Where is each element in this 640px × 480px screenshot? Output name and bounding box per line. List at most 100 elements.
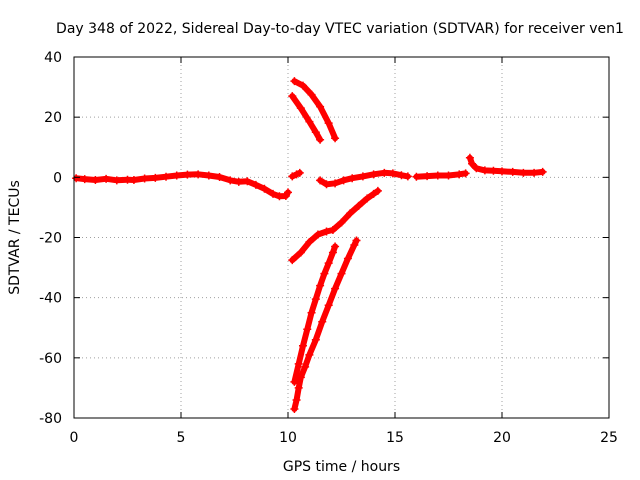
data-point: [129, 176, 138, 185]
data-point: [328, 248, 337, 257]
data-point: [307, 90, 316, 99]
data-point: [296, 104, 305, 113]
data-point: [480, 166, 489, 175]
data-point: [538, 167, 547, 176]
data-point: [320, 269, 329, 278]
data-point: [461, 169, 470, 178]
data-point: [183, 170, 192, 179]
data-point: [251, 180, 260, 189]
data-point: [288, 256, 297, 265]
data-point: [339, 176, 348, 185]
data-point: [311, 335, 320, 344]
data-point: [269, 189, 278, 198]
data-point: [194, 170, 203, 179]
data-point: [307, 308, 316, 317]
x-axis-label: GPS time / hours: [283, 459, 400, 475]
data-point: [91, 176, 100, 185]
x-tick-label: 10: [279, 430, 297, 446]
data-point: [316, 176, 325, 185]
data-point: [337, 218, 346, 227]
x-tick-label: 25: [600, 430, 618, 446]
data-point: [303, 325, 312, 334]
data-layer: [72, 77, 547, 413]
data-point: [324, 301, 333, 310]
data-point: [322, 180, 331, 189]
data-point: [288, 172, 297, 181]
x-tick-label: 5: [177, 430, 186, 446]
data-point: [373, 186, 382, 195]
data-trace-6: [466, 154, 546, 176]
data-point: [204, 171, 213, 180]
data-point: [508, 167, 517, 176]
data-point: [444, 171, 453, 180]
data-point: [316, 135, 325, 144]
data-point: [290, 77, 299, 86]
axis-ticks: 0 5 10 15 20 25 -80 -60 -40 -20 0 20 40: [39, 50, 618, 446]
data-point: [316, 281, 325, 290]
data-point: [288, 92, 297, 101]
data-point: [468, 159, 477, 168]
data-point: [305, 350, 314, 359]
data-point: [112, 176, 121, 185]
y-tick-label: -80: [39, 411, 62, 427]
data-point: [322, 227, 331, 236]
data-point: [343, 254, 352, 263]
data-point: [295, 168, 304, 177]
data-point: [337, 269, 346, 278]
data-point: [294, 383, 303, 392]
data-point: [311, 295, 320, 304]
data-point: [316, 102, 325, 111]
data-point: [489, 166, 498, 175]
data-point: [290, 404, 299, 413]
y-tick-label: -20: [39, 231, 62, 247]
data-point: [403, 172, 412, 181]
data-point: [354, 201, 363, 210]
data-point: [296, 373, 305, 382]
y-tick-label: 0: [53, 170, 62, 186]
data-point: [215, 173, 224, 182]
data-point: [324, 119, 333, 128]
data-point: [328, 225, 337, 234]
data-point: [324, 259, 333, 268]
data-point: [369, 170, 378, 179]
data-point: [388, 169, 397, 178]
data-point: [331, 284, 340, 293]
data-point: [433, 171, 442, 180]
data-point: [331, 134, 340, 143]
data-point: [380, 168, 389, 177]
y-axis-label: SDTVAR / TECUs: [7, 180, 23, 295]
data-point: [226, 176, 235, 185]
data-point: [311, 128, 320, 137]
data-point: [352, 236, 361, 245]
data-point: [350, 241, 359, 250]
data-point: [498, 167, 506, 176]
data-point: [102, 174, 111, 183]
data-point: [530, 168, 539, 177]
data-point: [412, 172, 421, 181]
data-point: [284, 188, 292, 197]
data-point: [296, 248, 305, 257]
data-point: [305, 238, 314, 247]
data-point: [397, 171, 406, 180]
data-point: [348, 174, 357, 183]
grid-lines: [74, 57, 609, 418]
data-point: [455, 170, 464, 179]
x-tick-label: 20: [493, 430, 511, 446]
data-point: [313, 230, 322, 239]
x-tick-label: 15: [386, 430, 404, 446]
data-point: [140, 174, 149, 183]
data-point: [331, 179, 340, 188]
y-tick-label: -60: [39, 351, 62, 367]
data-point: [260, 184, 269, 193]
data-point: [162, 172, 171, 181]
data-point: [465, 153, 474, 162]
data-point: [346, 209, 355, 218]
chart-title: Day 348 of 2022, Sidereal Day-to-day VTE…: [56, 21, 624, 37]
data-point: [243, 177, 252, 186]
data-point: [423, 172, 432, 181]
data-point: [151, 173, 160, 182]
data-point: [80, 175, 89, 184]
y-tick-label: -40: [39, 291, 62, 307]
data-point: [301, 362, 310, 371]
